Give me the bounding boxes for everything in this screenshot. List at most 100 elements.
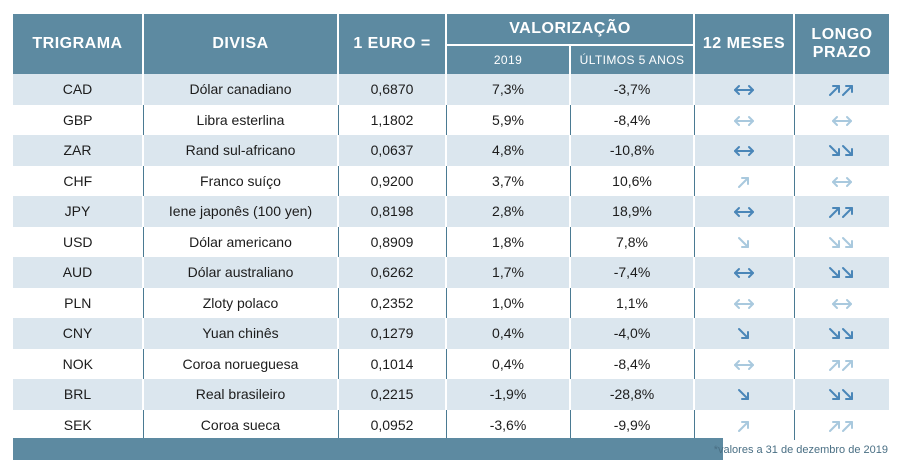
cell-euro: 0,0952 — [337, 409, 446, 440]
table-row: CAD Dólar canadiano 0,6870 7,3% -3,7% — [13, 74, 890, 105]
cell-trigrama: SEK — [63, 416, 92, 433]
cell-valorizacao-5-anos: -10,8% — [568, 135, 695, 166]
cell-trigrama: NOK — [62, 355, 93, 372]
cell-12-meses — [693, 226, 795, 257]
header-valorizacao: VALORIZAÇÃO — [444, 14, 695, 45]
cell-valorizacao-2019: 1,0% — [445, 287, 570, 318]
cell-12-meses — [693, 135, 795, 166]
left-right-arrow-icon — [734, 207, 755, 218]
cell-longo-prazo — [793, 196, 890, 227]
cell-trigrama: GBP — [62, 111, 93, 128]
header-euro: 1 EURO = — [337, 14, 446, 74]
cell-trigrama: CHF — [63, 172, 93, 189]
cell-valorizacao-2019: 0,4% — [445, 318, 570, 349]
left-right-arrow-icon — [734, 115, 755, 126]
cell-euro: 1,1802 — [337, 104, 446, 135]
cell-valorizacao-5-anos: 1,1% — [569, 287, 695, 318]
double-arrow-down-right-icon — [828, 236, 853, 248]
double-arrow-up-right-icon — [829, 207, 854, 219]
cell-valorizacao-5-anos: -9,9% — [569, 409, 695, 440]
left-right-arrow-icon — [734, 268, 755, 279]
left-right-arrow-icon — [734, 85, 755, 96]
cell-12-meses — [693, 257, 795, 288]
cell-valorizacao-5-anos: 7,8% — [569, 226, 695, 257]
cell-euro: 0,6262 — [337, 257, 446, 288]
cell-euro: 0,2215 — [337, 379, 446, 410]
cell-valorizacao-5-anos: -8,4% — [569, 348, 695, 379]
cell-euro: 0,6870 — [337, 74, 446, 105]
arrow-down-right-icon — [738, 236, 750, 248]
cell-divisa: Dólar australiano — [142, 257, 338, 288]
cell-trigrama: ZAR — [13, 135, 143, 166]
subheader-2019: 2019 — [445, 44, 570, 74]
double-arrow-down-right-icon — [829, 145, 854, 157]
cell-12-meses — [693, 379, 795, 410]
cell-12-meses — [693, 104, 795, 135]
double-arrow-up-right-icon — [828, 420, 853, 432]
cell-12-meses — [693, 348, 795, 379]
header-longo-prazo-line1: LONGO — [811, 26, 873, 43]
cell-longo-prazo — [793, 74, 890, 105]
cell-longo-prazo — [793, 379, 890, 410]
cell-euro: 0,9200 — [337, 165, 446, 196]
cell-longo-prazo — [793, 257, 890, 288]
cell-trigrama: CAD — [13, 74, 143, 105]
cell-divisa: Yuan chinês — [142, 318, 338, 349]
cell-trigrama: USD — [62, 233, 93, 250]
double-arrow-down-right-icon — [829, 389, 854, 401]
cell-trigrama: AUD — [13, 257, 143, 288]
cell-trigrama: BRL — [13, 379, 143, 410]
double-arrow-down-right-icon — [829, 328, 854, 340]
footer-bar — [13, 438, 723, 460]
left-right-arrow-icon — [734, 359, 755, 370]
arrow-down-right-icon — [738, 389, 750, 401]
cell-divisa: Coroa sueca — [142, 409, 338, 440]
cell-euro: 0,0637 — [337, 135, 446, 166]
table-row: USD Dólar americano 0,8909 1,8% 7,8% — [13, 226, 890, 257]
arrow-down-right-icon — [738, 328, 750, 340]
table-row: PLN Zloty polaco 0,2352 1,0% 1,1% — [13, 287, 890, 318]
header-12-meses: 12 MESES — [693, 14, 795, 74]
cell-12-meses — [693, 318, 795, 349]
cell-divisa: Rand sul-africano — [142, 135, 338, 166]
cell-valorizacao-5-anos: 18,9% — [568, 196, 695, 227]
table-row: NOK Coroa norueguesa 0,1014 0,4% -8,4% — [13, 348, 890, 379]
cell-trigrama: JPY — [13, 196, 143, 227]
cell-euro: 0,8198 — [337, 196, 446, 227]
cell-valorizacao-2019: -3,6% — [445, 409, 570, 440]
left-right-arrow-icon — [734, 146, 755, 157]
cell-divisa: Real brasileiro — [142, 379, 338, 410]
cell-12-meses — [693, 409, 795, 440]
left-right-arrow-icon — [831, 298, 852, 309]
arrow-up-right-icon — [738, 176, 750, 188]
arrow-up-right-icon — [738, 420, 750, 432]
cell-valorizacao-2019: 3,7% — [445, 165, 570, 196]
left-right-arrow-icon — [831, 115, 852, 126]
header-longo-prazo-line2: PRAZO — [812, 44, 872, 61]
cell-valorizacao-5-anos: -7,4% — [568, 257, 695, 288]
header-trigrama: TRIGRAMA — [13, 14, 143, 74]
cell-longo-prazo — [793, 135, 890, 166]
table-row: AUD Dólar australiano 0,6262 1,7% -7,4% — [13, 257, 890, 288]
footnote: *valores a 31 de dezembro de 2019 — [713, 444, 888, 456]
cell-valorizacao-2019: 7,3% — [445, 74, 570, 105]
cell-valorizacao-5-anos: -28,8% — [568, 379, 695, 410]
cell-valorizacao-5-anos: 10,6% — [569, 165, 695, 196]
table-row: JPY Iene japonês (100 yen) 0,8198 2,8% 18,9% — [13, 196, 890, 227]
header-longo-prazo: LONGO PRAZO — [793, 14, 890, 74]
cell-trigrama: PLN — [64, 294, 92, 311]
cell-longo-prazo — [793, 104, 890, 135]
cell-12-meses — [693, 165, 795, 196]
cell-divisa: Iene japonês (100 yen) — [142, 196, 338, 227]
cell-divisa: Zloty polaco — [142, 287, 338, 318]
cell-longo-prazo — [793, 318, 890, 349]
left-right-arrow-icon — [831, 176, 852, 187]
cell-euro: 0,2352 — [337, 287, 446, 318]
cell-valorizacao-2019: 0,4% — [445, 348, 570, 379]
cell-trigrama: CNY — [13, 318, 143, 349]
cell-longo-prazo — [793, 409, 890, 440]
cell-12-meses — [693, 287, 795, 318]
cell-longo-prazo — [793, 226, 890, 257]
cell-longo-prazo — [793, 348, 890, 379]
